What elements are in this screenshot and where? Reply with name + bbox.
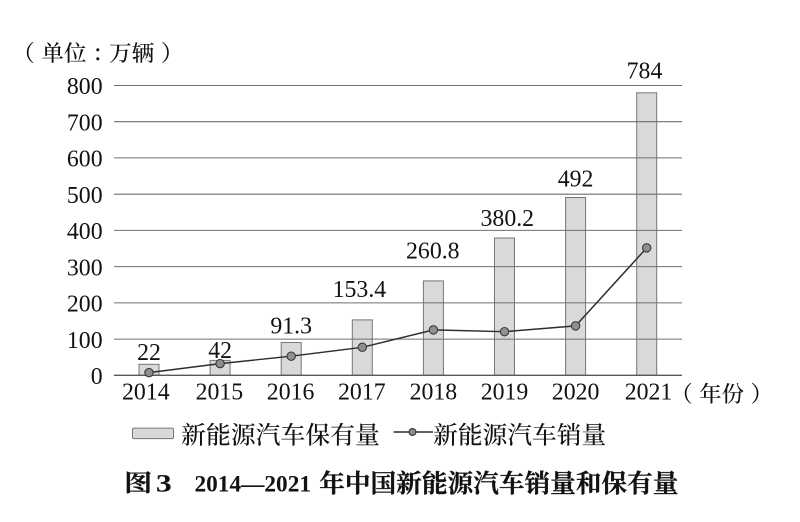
svg-text:784: 784 <box>627 59 663 85</box>
svg-text:260.8: 260.8 <box>406 239 460 265</box>
svg-text:2020: 2020 <box>552 379 600 405</box>
svg-text:2014—2021: 2014—2021 <box>195 472 311 498</box>
svg-text:0: 0 <box>91 364 103 390</box>
svg-text:380.2: 380.2 <box>481 206 535 232</box>
svg-text:42: 42 <box>208 338 232 364</box>
svg-text:2017: 2017 <box>338 379 386 405</box>
svg-text:2018: 2018 <box>410 379 458 405</box>
svg-text:153.4: 153.4 <box>333 277 387 303</box>
svg-text:492: 492 <box>558 167 594 193</box>
svg-text:2016: 2016 <box>267 379 315 405</box>
svg-text:3: 3 <box>156 471 172 498</box>
svg-text:800: 800 <box>67 74 103 100</box>
svg-text:300: 300 <box>67 255 103 281</box>
svg-text:100: 100 <box>67 328 103 354</box>
svg-text:2014: 2014 <box>122 379 170 405</box>
svg-text:2015: 2015 <box>196 379 244 405</box>
svg-text:400: 400 <box>67 219 103 245</box>
svg-text:600: 600 <box>67 147 103 173</box>
svg-text:500: 500 <box>67 183 103 209</box>
svg-text:2019: 2019 <box>481 379 529 405</box>
svg-text:200: 200 <box>67 292 103 318</box>
svg-text:2021: 2021 <box>625 379 673 405</box>
svg-text:91.3: 91.3 <box>270 313 312 339</box>
svg-text:700: 700 <box>67 110 103 136</box>
svg-text:22: 22 <box>137 340 161 366</box>
